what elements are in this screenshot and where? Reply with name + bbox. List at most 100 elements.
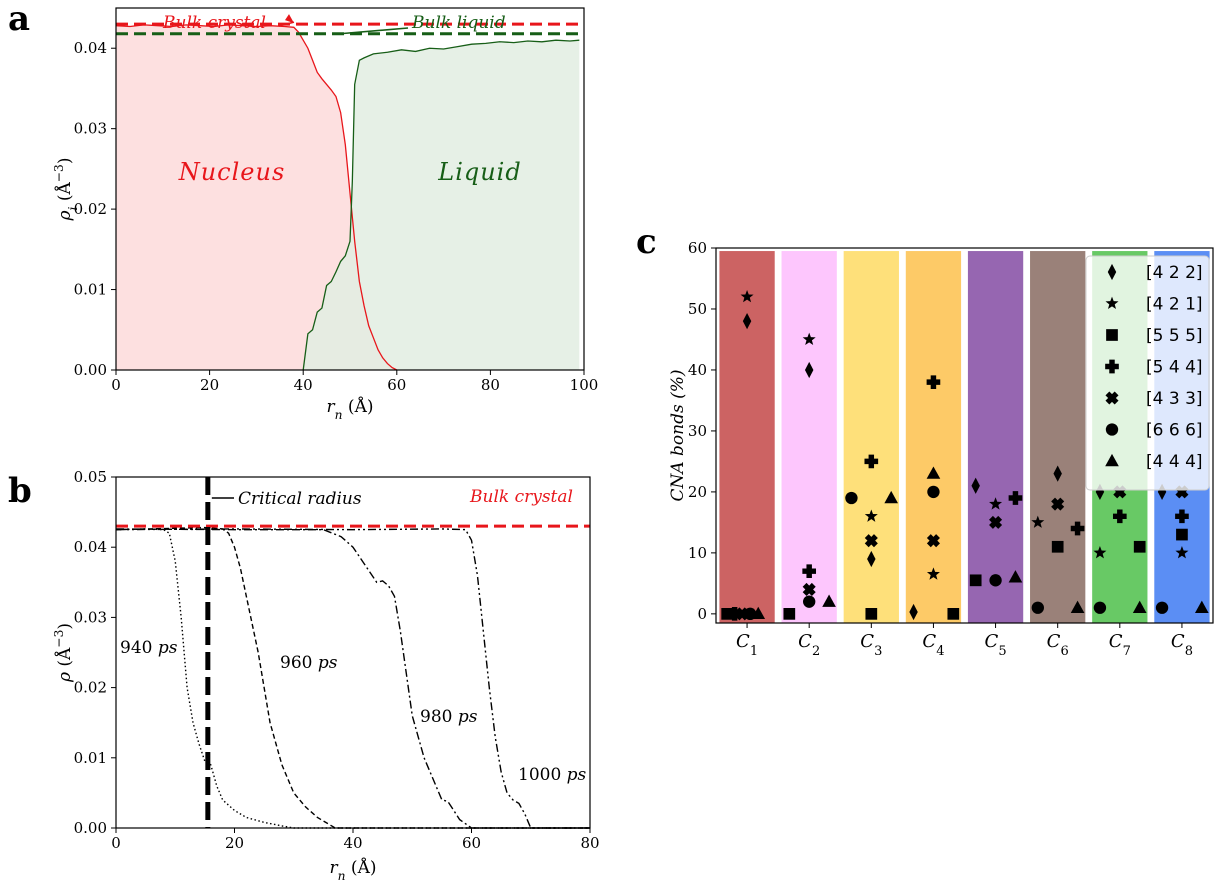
legend-label: [4 2 2] bbox=[1146, 263, 1203, 283]
marker-plus bbox=[1112, 509, 1127, 524]
marker-triangle bbox=[884, 490, 899, 504]
marker-plus bbox=[926, 375, 941, 389]
marker-star bbox=[989, 497, 1003, 510]
x-tick-label: 0 bbox=[111, 834, 121, 852]
marker-circle bbox=[845, 491, 858, 505]
y-tick-label: 30 bbox=[688, 422, 707, 440]
category-label-c2: C2 bbox=[798, 631, 820, 659]
marker-square bbox=[969, 574, 982, 587]
marker-circle bbox=[927, 485, 940, 499]
legend-marker-x-shape bbox=[1105, 391, 1119, 405]
marker-square bbox=[783, 608, 796, 620]
axes-a-frame bbox=[115, 7, 585, 371]
category-label-c6: C6 bbox=[1047, 631, 1069, 659]
y-tick-label: 0.02 bbox=[74, 200, 107, 218]
y-tick-label: 0.05 bbox=[74, 468, 107, 486]
legend-label: [5 4 4] bbox=[1146, 358, 1203, 378]
series-label: 1000 ps bbox=[518, 765, 587, 785]
marker-x bbox=[802, 582, 816, 596]
legend-marker-x bbox=[1105, 391, 1119, 405]
marker-star bbox=[802, 332, 816, 345]
panel-a: Bulk crystal Bulk liquid Nucleus Liquid 0 20 4… bbox=[52, 7, 599, 422]
marker-circle bbox=[989, 574, 1002, 587]
label-part: (Å bbox=[54, 182, 75, 207]
marker-star bbox=[1175, 546, 1189, 559]
label-part: (Å) bbox=[343, 396, 374, 417]
annotation-bulk-crystal: Bulk crystal bbox=[162, 13, 266, 33]
marker-star bbox=[1093, 546, 1107, 559]
series-label: 980 ps bbox=[420, 707, 478, 727]
category-bar-c5 bbox=[967, 251, 1024, 624]
x-tick-label: 80 bbox=[481, 376, 500, 394]
category-bar-c2 bbox=[781, 251, 837, 624]
panel-c: [4 2 2] [4 2 1] [5 5 5] [5 4 4] [4 3 3] [6 6 … bbox=[668, 239, 1214, 659]
category-bar-c4 bbox=[905, 251, 962, 624]
marker-star bbox=[926, 567, 940, 580]
x-tick-label: 0 bbox=[111, 376, 121, 394]
label-part: r bbox=[327, 397, 336, 417]
category-label-c8: C8 bbox=[1171, 631, 1193, 659]
marker-plus bbox=[1175, 509, 1189, 524]
label-part: 5 bbox=[998, 644, 1006, 659]
label-part: 960 bbox=[280, 653, 318, 673]
y-axis-label: ρi (Å−3) bbox=[52, 158, 80, 222]
marker-diamond bbox=[742, 313, 752, 330]
x-tick-label: 100 bbox=[570, 376, 599, 394]
category-label-c5: C5 bbox=[985, 631, 1007, 659]
marker-star bbox=[864, 509, 878, 522]
label-part: i bbox=[66, 206, 80, 210]
x-tick-label: 20 bbox=[225, 834, 244, 852]
annotation-critical-radius: Critical radius bbox=[238, 489, 362, 509]
panel-letter-a: a bbox=[8, 0, 30, 39]
y-tick-label: 0.02 bbox=[74, 679, 107, 697]
marker-x-shape bbox=[989, 515, 1003, 529]
marker-diamond bbox=[909, 603, 918, 621]
legend-label: [6 6 6] bbox=[1146, 421, 1203, 441]
y-tick-label: 60 bbox=[688, 239, 707, 257]
category-bar-c3 bbox=[843, 251, 899, 624]
legend-marker-square bbox=[1106, 329, 1118, 341]
label-part: ps bbox=[158, 638, 178, 658]
legend-marker-plus bbox=[1105, 359, 1119, 374]
marker-triangle bbox=[926, 466, 941, 479]
category-label-c3: C3 bbox=[860, 631, 882, 659]
label-part: n bbox=[335, 408, 343, 422]
marker-square bbox=[865, 608, 878, 620]
legend-label: [4 4 4] bbox=[1146, 452, 1203, 472]
label-part: C bbox=[736, 631, 750, 652]
y-tick-label: 0.00 bbox=[74, 819, 107, 837]
label-part: 1000 bbox=[518, 765, 567, 785]
label-part: C bbox=[1047, 631, 1061, 652]
x-tick-label: 40 bbox=[343, 834, 362, 852]
y-tick-label: 0.04 bbox=[74, 538, 107, 556]
series-label: 940 ps bbox=[120, 638, 178, 658]
marker-square bbox=[721, 608, 734, 620]
label-part: 980 bbox=[420, 707, 458, 727]
y-tick-label: 0.01 bbox=[74, 281, 107, 299]
area-liquid bbox=[303, 40, 580, 371]
marker-plus bbox=[802, 564, 817, 578]
label-part: r bbox=[330, 858, 339, 878]
y-tick-label: 0.04 bbox=[74, 39, 107, 57]
label-part: C bbox=[1109, 631, 1123, 652]
marker-x bbox=[926, 534, 940, 548]
y-tick-label: 0.01 bbox=[74, 749, 107, 767]
x-axis-label: rn (Å) bbox=[330, 857, 377, 883]
x-axis-label: rn (Å) bbox=[327, 396, 374, 422]
y-tick-label: 0.00 bbox=[74, 361, 107, 379]
label-part: (Å bbox=[54, 647, 75, 672]
marker-plus bbox=[1008, 491, 1023, 505]
category-bar-c6 bbox=[1030, 251, 1086, 624]
label-part: 1 bbox=[750, 644, 758, 659]
marker-x-shape bbox=[1051, 497, 1065, 511]
label-part: −3 bbox=[52, 164, 66, 182]
legend-marker-diamond bbox=[1107, 263, 1117, 281]
marker-circle bbox=[1155, 601, 1169, 614]
marker-square bbox=[1176, 528, 1188, 541]
marker-diamond bbox=[867, 550, 876, 568]
y-tick-label: 40 bbox=[688, 361, 707, 379]
label-part: 3 bbox=[874, 644, 882, 659]
marker-plus bbox=[864, 454, 879, 469]
label-part: 7 bbox=[1123, 644, 1131, 659]
